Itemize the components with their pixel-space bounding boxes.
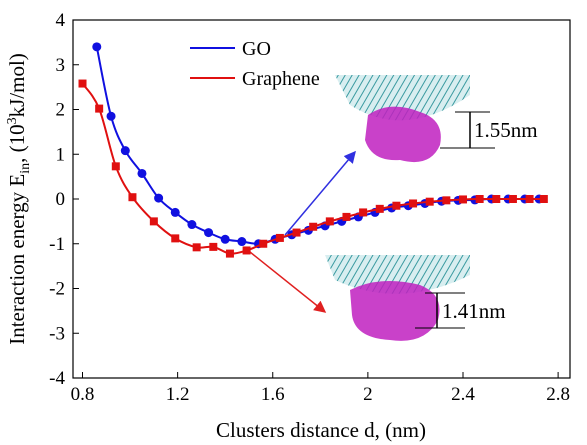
- point: [359, 208, 368, 217]
- x-tick-label: 1.6: [261, 384, 285, 405]
- y-label-part: Interaction energy E: [5, 174, 29, 345]
- point: [187, 220, 197, 230]
- y-label-part: 3: [5, 117, 20, 124]
- point: [325, 217, 334, 226]
- point: [137, 168, 147, 178]
- point: [392, 201, 401, 210]
- inset-go: [335, 75, 495, 163]
- point: [475, 195, 484, 203]
- x-tick-label: 2: [363, 384, 373, 405]
- point: [508, 195, 517, 203]
- series-line: [81, 82, 544, 255]
- point: [78, 79, 87, 88]
- x-tick-label: 2.8: [546, 384, 570, 405]
- y-tick-label: 1: [56, 144, 66, 165]
- arrow: [249, 251, 327, 313]
- x-tick-label: 2.4: [451, 384, 475, 405]
- point: [458, 195, 467, 204]
- point: [170, 207, 180, 217]
- point: [442, 196, 451, 205]
- x-tick-label: 1.2: [166, 384, 190, 405]
- point: [375, 204, 384, 213]
- point: [242, 246, 251, 255]
- legend-label: Graphene: [242, 68, 320, 90]
- annotation: 1.41nm: [442, 299, 506, 323]
- point: [409, 199, 418, 208]
- point: [425, 197, 434, 206]
- point: [275, 233, 284, 242]
- point: [492, 195, 501, 203]
- point: [525, 195, 534, 203]
- point: [120, 146, 130, 156]
- x-axis-label: Clusters distance d, (nm): [216, 418, 426, 442]
- point: [204, 228, 214, 238]
- point: [309, 222, 318, 231]
- y-tick-label: -1: [49, 234, 65, 255]
- point: [171, 234, 180, 243]
- y-tick-label: -3: [49, 323, 65, 344]
- y-tick-label: 3: [56, 55, 66, 76]
- point: [209, 242, 218, 251]
- annotation: 1.55nm: [474, 118, 538, 142]
- arrow: [284, 150, 356, 236]
- y-tick-label: 4: [56, 10, 66, 31]
- point: [237, 237, 247, 247]
- point: [111, 162, 120, 171]
- point: [192, 243, 201, 252]
- inset-graphene: [325, 255, 470, 341]
- point: [106, 111, 116, 121]
- point: [259, 239, 268, 248]
- legend-label: GO: [242, 38, 271, 60]
- point: [225, 249, 234, 258]
- point: [539, 195, 548, 203]
- x-tick-label: 0.8: [71, 384, 95, 405]
- y-tick-label: 2: [56, 100, 66, 121]
- point: [342, 212, 351, 221]
- point: [292, 228, 301, 237]
- y-label-part: in: [18, 163, 33, 174]
- point: [92, 42, 102, 52]
- point: [154, 193, 164, 203]
- point: [220, 234, 230, 244]
- y-tick-label: -4: [49, 368, 65, 389]
- point: [128, 193, 137, 202]
- point: [95, 104, 104, 113]
- y-axis-label: Interaction energy Ein, (103kJ/mol): [5, 53, 33, 345]
- y-tick-label: -2: [49, 279, 65, 300]
- y-tick-label: 0: [56, 189, 66, 210]
- y-label-part: kJ/mol): [5, 53, 29, 117]
- y-label-part: , (10: [5, 124, 29, 163]
- point: [149, 217, 158, 226]
